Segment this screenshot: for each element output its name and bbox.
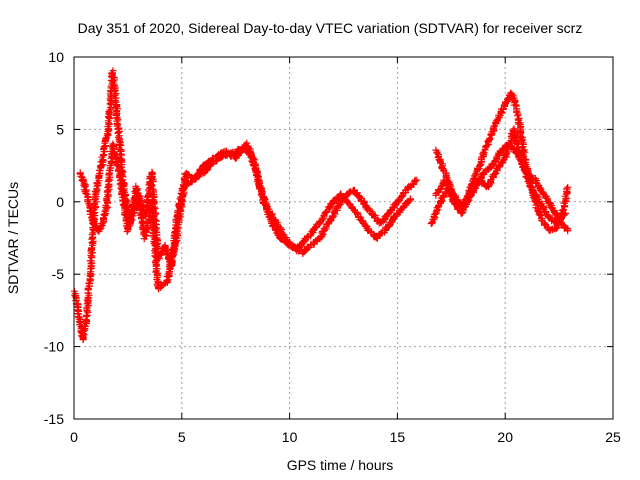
y-axis-label: SDTVAR / TECUs <box>5 182 21 294</box>
x-tick-label: 20 <box>497 429 513 445</box>
x-axis-label: GPS time / hours <box>287 457 394 473</box>
sdtvar-trace-b-markers <box>76 140 415 293</box>
x-tick-label: 10 <box>282 429 298 445</box>
x-tick-label: 15 <box>390 429 406 445</box>
y-tick-label: 10 <box>48 49 64 65</box>
chart-title: Day 351 of 2020, Sidereal Day-to-day VTE… <box>78 20 583 36</box>
plot-frame <box>73 56 614 420</box>
ticks: 0 5 10 15 20 25 -15 -10 -5 0 5 10 <box>44 49 621 445</box>
x-tick-label: 0 <box>70 429 78 445</box>
x-tick-label: 25 <box>605 429 621 445</box>
y-tick-label: -10 <box>44 339 64 355</box>
data-points <box>70 67 572 344</box>
sdtvar-trace-e-markers <box>432 125 570 227</box>
grid <box>74 57 613 419</box>
sdtvar-trace-e <box>432 125 570 227</box>
x-tick-label: 5 <box>178 429 186 445</box>
y-tick-label: 0 <box>56 194 64 210</box>
y-tick-label: 5 <box>56 121 64 137</box>
sdtvar-trace-b <box>76 140 415 293</box>
y-tick-label: -15 <box>44 411 64 427</box>
y-tick-label: -5 <box>52 266 65 282</box>
